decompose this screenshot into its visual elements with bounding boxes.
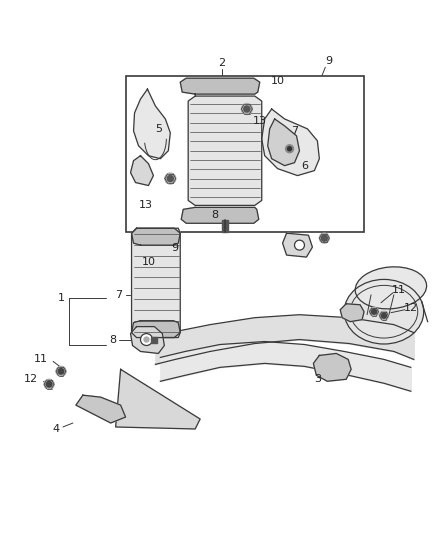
Text: 11: 11 bbox=[392, 285, 406, 295]
Polygon shape bbox=[131, 327, 164, 353]
Text: 2: 2 bbox=[219, 58, 226, 68]
Ellipse shape bbox=[344, 279, 424, 344]
Polygon shape bbox=[340, 304, 364, 321]
Circle shape bbox=[46, 382, 52, 387]
Text: 8: 8 bbox=[212, 211, 219, 220]
Text: 9: 9 bbox=[326, 56, 333, 66]
Circle shape bbox=[141, 334, 152, 345]
Circle shape bbox=[244, 106, 250, 112]
Bar bbox=[222, 220, 228, 232]
Polygon shape bbox=[268, 119, 300, 166]
Circle shape bbox=[319, 233, 329, 243]
Text: 4: 4 bbox=[53, 424, 60, 434]
Circle shape bbox=[56, 366, 66, 376]
Polygon shape bbox=[283, 233, 312, 257]
Text: 7: 7 bbox=[115, 290, 122, 300]
Bar bbox=[126, 76, 364, 232]
Polygon shape bbox=[116, 369, 200, 429]
Polygon shape bbox=[131, 228, 180, 337]
Text: 9: 9 bbox=[172, 243, 179, 253]
Circle shape bbox=[371, 309, 377, 314]
Circle shape bbox=[321, 235, 327, 241]
Circle shape bbox=[167, 175, 173, 182]
Text: 7: 7 bbox=[291, 126, 298, 136]
Text: 3: 3 bbox=[314, 374, 321, 384]
Text: 1: 1 bbox=[57, 293, 64, 303]
Circle shape bbox=[44, 379, 54, 389]
Circle shape bbox=[58, 368, 64, 374]
Circle shape bbox=[165, 173, 176, 184]
Polygon shape bbox=[314, 353, 351, 381]
Text: 5: 5 bbox=[155, 124, 162, 134]
Bar bbox=[152, 336, 157, 343]
Ellipse shape bbox=[355, 267, 427, 309]
Polygon shape bbox=[180, 78, 260, 94]
Text: 10: 10 bbox=[271, 76, 285, 86]
Polygon shape bbox=[131, 228, 180, 245]
Circle shape bbox=[288, 147, 292, 151]
Polygon shape bbox=[134, 89, 170, 159]
Text: 8: 8 bbox=[109, 335, 116, 344]
Circle shape bbox=[370, 307, 378, 316]
Text: 12: 12 bbox=[24, 374, 38, 384]
Polygon shape bbox=[76, 395, 126, 423]
Circle shape bbox=[379, 311, 389, 320]
Text: 13: 13 bbox=[253, 116, 267, 126]
Polygon shape bbox=[262, 109, 319, 175]
Circle shape bbox=[286, 145, 293, 153]
Circle shape bbox=[381, 313, 386, 318]
Circle shape bbox=[144, 337, 149, 342]
Polygon shape bbox=[181, 207, 259, 223]
Text: 6: 6 bbox=[301, 160, 308, 171]
Polygon shape bbox=[188, 96, 262, 205]
Polygon shape bbox=[131, 156, 153, 185]
Circle shape bbox=[241, 103, 252, 115]
Text: 12: 12 bbox=[404, 303, 418, 313]
Polygon shape bbox=[131, 321, 180, 337]
Circle shape bbox=[294, 240, 304, 250]
Text: 13: 13 bbox=[138, 200, 152, 211]
Text: 11: 11 bbox=[34, 354, 48, 365]
Text: 10: 10 bbox=[141, 257, 155, 267]
